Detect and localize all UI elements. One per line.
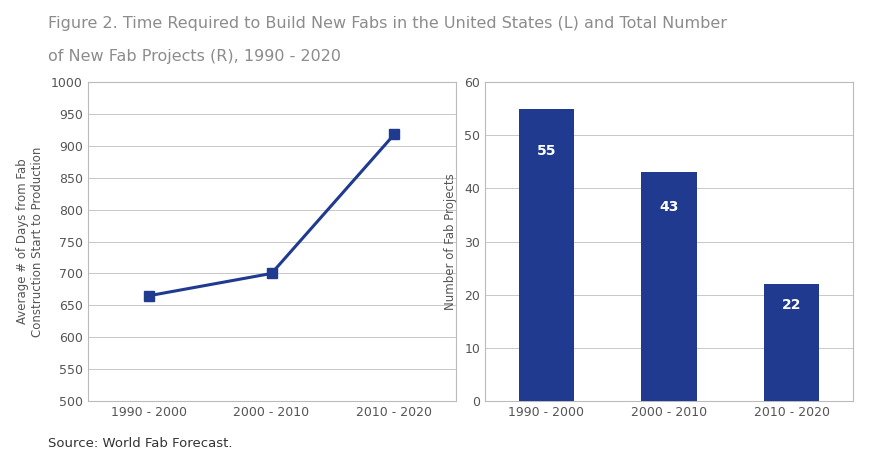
Text: of New Fab Projects (R), 1990 - 2020: of New Fab Projects (R), 1990 - 2020 xyxy=(48,49,341,64)
Bar xyxy=(519,109,574,401)
Y-axis label: Average # of Days from Fab
Construction Start to Production: Average # of Days from Fab Construction … xyxy=(16,146,44,337)
Text: Figure 2. Time Required to Build New Fabs in the United States (L) and Total Num: Figure 2. Time Required to Build New Fab… xyxy=(48,16,727,31)
Bar xyxy=(764,284,819,401)
Text: 22: 22 xyxy=(782,298,802,312)
Text: 55: 55 xyxy=(536,144,556,158)
Y-axis label: Number of Fab Projects: Number of Fab Projects xyxy=(444,173,458,310)
Bar xyxy=(641,173,696,401)
Text: 43: 43 xyxy=(660,200,679,214)
Text: Source: World Fab Forecast.: Source: World Fab Forecast. xyxy=(48,437,233,450)
